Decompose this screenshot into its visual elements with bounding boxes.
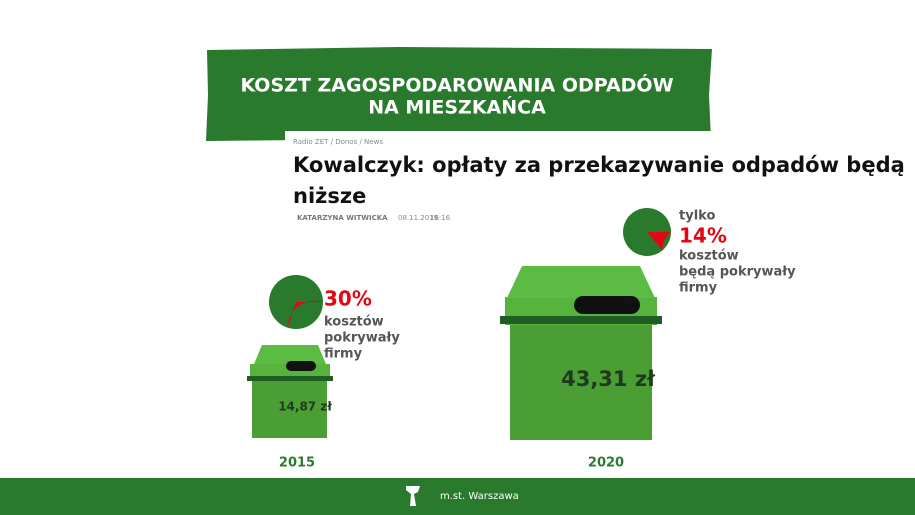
cost: 14,87 zł: [278, 400, 332, 414]
caption: będą pokrywały: [679, 265, 796, 280]
banner: [206, 47, 712, 141]
footer: [0, 478, 915, 515]
breadcrumb: Radio ZET / Donos / News: [293, 138, 383, 146]
share-label: 14%: [679, 224, 727, 248]
footer-text: m.st. Warszawa: [440, 491, 519, 502]
caption: pokrywały: [324, 331, 400, 346]
article-card: [285, 131, 810, 229]
bin: [500, 266, 662, 440]
prefix: tylko: [679, 209, 715, 224]
bin: [247, 345, 333, 438]
caption: firmy: [679, 281, 718, 296]
caption: firmy: [324, 347, 363, 362]
time: 16:16: [430, 214, 451, 222]
caption: kosztów: [324, 315, 384, 330]
caption: kosztów: [679, 249, 739, 264]
pie-slice: [647, 232, 671, 251]
headline: Kowalczyk: opłaty za przekazywanie odpad…: [293, 153, 905, 177]
banner-title: KOSZT ZAGOSPODAROWANIA ODPADÓW: [240, 73, 673, 97]
author: KATARZYNA WITWICKA: [297, 214, 388, 222]
cost: 43,31 zł: [561, 367, 656, 391]
date: 08.11.2019: [398, 214, 438, 222]
pie-slice: [287, 300, 323, 328]
headline: niższe: [293, 184, 366, 208]
logo: [406, 486, 420, 506]
banner-title: NA MIESZKAŃCA: [368, 96, 546, 119]
year: 2020: [588, 456, 624, 471]
share-label: 30%: [324, 287, 372, 311]
year: 2015: [279, 456, 315, 471]
